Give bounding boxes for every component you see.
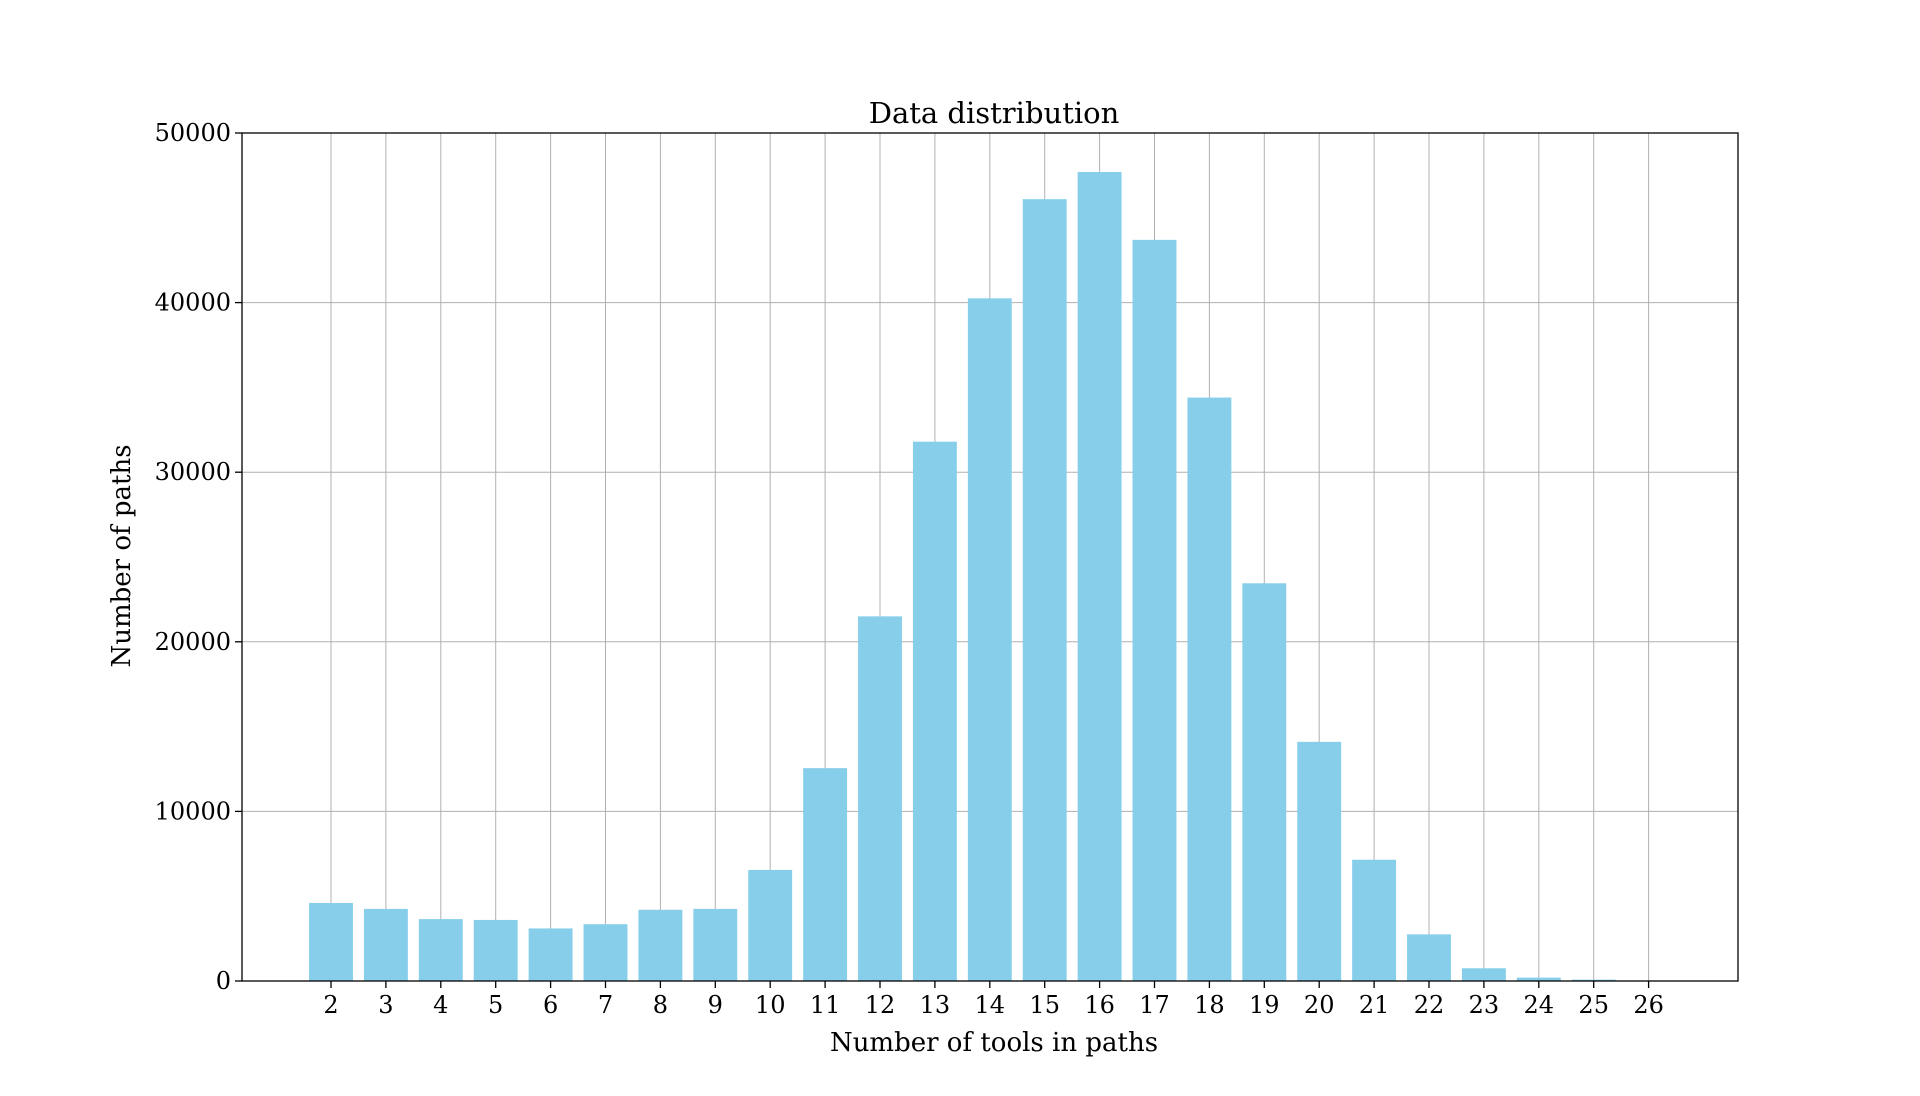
bar-4 xyxy=(418,919,463,981)
bar-16 xyxy=(1077,172,1122,981)
x-tick-label: 2 xyxy=(323,991,338,1019)
x-tick-label: 25 xyxy=(1578,991,1609,1019)
x-tick-label: 17 xyxy=(1139,991,1170,1019)
bar-9 xyxy=(693,908,738,981)
x-tick-label: 21 xyxy=(1359,991,1390,1019)
y-tick-label: 10000 xyxy=(155,797,231,825)
x-tick-label: 9 xyxy=(708,991,723,1019)
x-tick-label: 13 xyxy=(920,991,951,1019)
x-tick-label: 22 xyxy=(1414,991,1445,1019)
bar-15 xyxy=(1022,199,1067,982)
bar-12 xyxy=(858,616,902,981)
bar-18 xyxy=(1187,397,1232,981)
x-tick-label: 19 xyxy=(1249,991,1280,1019)
bar-23 xyxy=(1461,968,1506,981)
chart-title: Data distribution xyxy=(869,96,1120,130)
x-tick-label: 16 xyxy=(1084,991,1115,1019)
x-tick-label: 12 xyxy=(865,991,896,1019)
y-tick-label: 30000 xyxy=(155,458,231,486)
bar-19 xyxy=(1242,583,1287,981)
x-axis-label: Number of tools in paths xyxy=(830,1028,1158,1058)
y-tick-label: 40000 xyxy=(155,289,231,317)
x-tick-label: 8 xyxy=(653,991,668,1019)
x-tick-label: 24 xyxy=(1524,991,1555,1019)
bar-2 xyxy=(309,902,353,981)
x-tick-label: 14 xyxy=(975,991,1006,1019)
x-tick-label: 10 xyxy=(755,991,786,1019)
bar-11 xyxy=(803,768,848,981)
y-tick-label: 0 xyxy=(216,967,231,995)
x-tick-label: 20 xyxy=(1304,991,1335,1019)
bar-20 xyxy=(1297,741,1342,981)
bar-3 xyxy=(363,908,408,981)
bar-13 xyxy=(912,441,957,981)
x-tick-label: 5 xyxy=(488,991,503,1019)
bar-10 xyxy=(748,869,793,981)
y-axis-label: Number of paths xyxy=(107,444,137,667)
bar-24 xyxy=(1516,977,1561,981)
y-tick-label: 50000 xyxy=(155,119,231,147)
bar-14 xyxy=(967,298,1012,981)
y-tick-label: 20000 xyxy=(155,628,231,656)
bar-5 xyxy=(473,919,518,981)
x-tick-label: 15 xyxy=(1029,991,1060,1019)
bar-6 xyxy=(528,928,573,981)
x-axis-ticks: 2 3 4 5 6 7 8 9 10 11 12 13 14 15 16 17 18 19 20 21 22 23 24 25… xyxy=(323,981,1664,1019)
bar-17 xyxy=(1132,239,1177,981)
bar-25 xyxy=(1571,979,1616,981)
bar-7 xyxy=(583,924,628,981)
x-tick-label: 4 xyxy=(433,991,448,1019)
x-tick-label: 26 xyxy=(1633,991,1664,1019)
bar-22 xyxy=(1407,934,1451,981)
x-tick-label: 11 xyxy=(810,991,841,1019)
x-tick-label: 6 xyxy=(543,991,558,1019)
bar-8 xyxy=(638,909,683,981)
bar-21 xyxy=(1352,859,1397,981)
bars xyxy=(309,172,1671,982)
y-axis-ticks: 0 10000 20000 30000 40000 50000 xyxy=(155,119,242,995)
x-tick-label: 23 xyxy=(1469,991,1500,1019)
x-tick-label: 3 xyxy=(378,991,393,1019)
x-tick-label: 18 xyxy=(1194,991,1225,1019)
x-tick-label: 7 xyxy=(598,991,613,1019)
